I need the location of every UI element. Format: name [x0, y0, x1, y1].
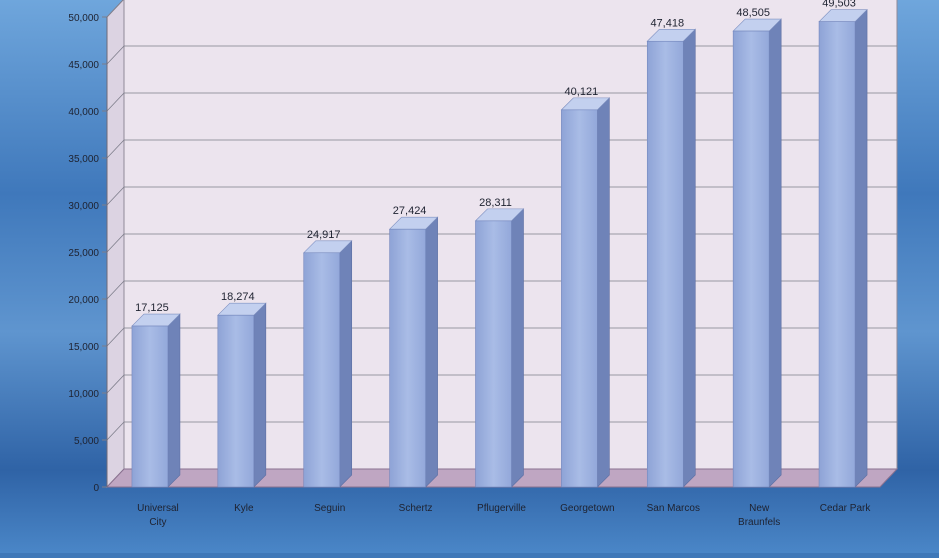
x-axis-tick-labels: Universal City Kyle Seguin Schertz Pflugervil… — [137, 503, 871, 528]
y-tick-label: 50,000 — [68, 13, 99, 24]
bar — [646, 28, 697, 488]
y-tick-label: 0 — [93, 483, 99, 494]
bar-front — [818, 21, 856, 488]
x-tick-label: Universal City — [137, 503, 179, 528]
bar-side — [253, 302, 267, 488]
bar-side — [511, 208, 524, 488]
gridline — [106, 374, 897, 394]
data-label: 27,424 — [393, 205, 427, 217]
bar-front — [389, 228, 426, 488]
bar — [302, 240, 353, 488]
data-label: 40,121 — [565, 86, 599, 98]
x-tick-label: New Braunfels — [738, 503, 780, 528]
bar-side — [854, 8, 868, 488]
bar-side — [597, 97, 610, 488]
bar-side — [167, 313, 181, 488]
y-axis-tick-labels: 0 5,000 10,000 15,000 20,000 25,000 30,000 35,0… — [68, 13, 99, 494]
bar — [217, 302, 267, 488]
bar — [818, 8, 868, 488]
x-tick-label: Seguin — [314, 503, 345, 514]
x-tick-label: Pflugerville — [477, 503, 526, 514]
bar-side — [682, 28, 696, 488]
bar-front — [732, 30, 770, 488]
y-tick-label: 20,000 — [68, 295, 99, 306]
gridline — [106, 139, 897, 159]
bar-front — [561, 109, 598, 488]
data-label: 28,311 — [479, 197, 512, 209]
gridline — [106, 233, 897, 253]
bar — [560, 97, 611, 488]
bar-side — [768, 18, 782, 488]
y-tick-label: 35,000 — [68, 154, 99, 165]
bar-front — [303, 252, 341, 488]
data-label: 24,917 — [307, 229, 341, 241]
bar-front — [217, 314, 255, 488]
bar-front — [131, 325, 169, 488]
data-label: 49,503 — [822, 0, 856, 10]
x-tick-label: San Marcos — [647, 503, 700, 514]
bar — [388, 216, 439, 488]
bar-front — [646, 40, 684, 488]
y-tick-label: 45,000 — [68, 60, 99, 71]
data-label: 48,505 — [736, 7, 770, 19]
y-tick-label: 40,000 — [68, 107, 99, 118]
gridline — [106, 280, 897, 300]
bar — [474, 208, 525, 488]
gridline — [106, 421, 897, 441]
bar-front — [475, 220, 512, 488]
bar-side — [425, 216, 438, 488]
gridline — [106, 186, 897, 206]
x-tick-label: Cedar Park — [820, 503, 872, 514]
bar-side — [339, 240, 353, 488]
gridline — [106, 92, 897, 112]
bar — [732, 18, 782, 488]
data-labels: 17,125 18,274 24,917 27,424 28,311 40,121 47,4… — [135, 0, 856, 314]
data-label: 18,274 — [221, 291, 255, 303]
gridline — [106, 327, 897, 347]
gridline — [106, 0, 124, 18]
bar — [131, 313, 181, 488]
data-label: 47,418 — [650, 17, 684, 29]
y-tick-label: 15,000 — [68, 342, 99, 353]
gridline — [106, 45, 897, 65]
y-tick-label: 10,000 — [68, 389, 99, 400]
y-tick-label: 30,000 — [68, 201, 99, 212]
x-tick-label: Kyle — [234, 503, 254, 514]
bars — [131, 8, 868, 488]
data-label: 17,125 — [135, 302, 169, 314]
y-tick-label: 25,000 — [68, 248, 99, 259]
gridlines — [102, 0, 897, 488]
y-tick-label: 5,000 — [74, 436, 99, 447]
x-tick-label: Georgetown — [560, 503, 614, 514]
x-tick-label: Schertz — [399, 503, 433, 514]
